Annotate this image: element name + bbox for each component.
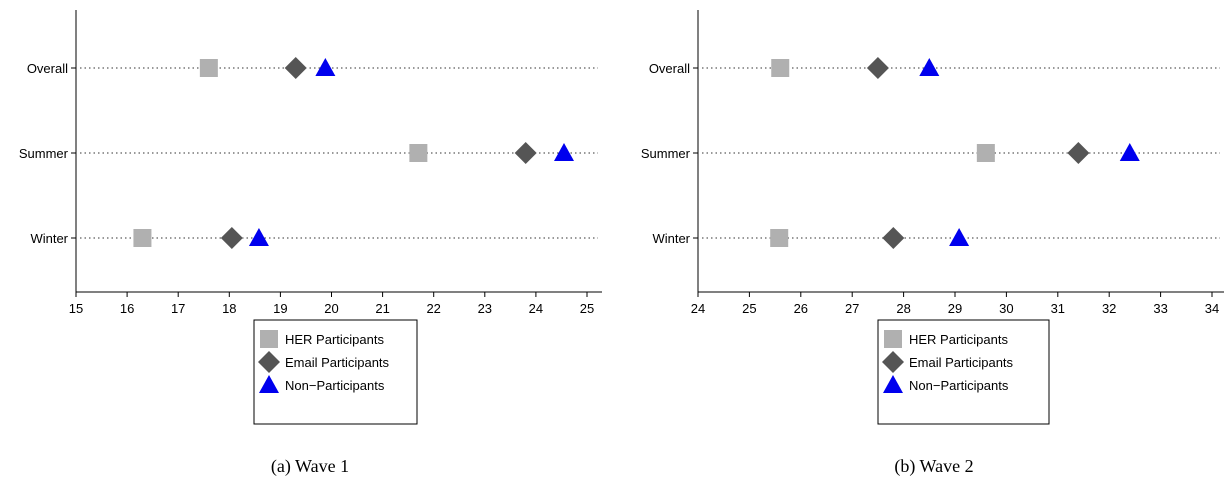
x-tick-label: 16 <box>120 301 134 316</box>
data-point-triangle <box>949 228 970 246</box>
x-tick-label: 33 <box>1153 301 1167 316</box>
y-tick-label: Overall <box>649 61 690 76</box>
data-point-diamond <box>1067 142 1090 164</box>
chart-panel-1: Overall Summer Winter 15 16 17 18 19 20 21 22 23 24 2… <box>19 10 602 477</box>
legend-entry: Non−Participants <box>909 378 1009 393</box>
figure-caption: (b) Wave 2 <box>894 456 973 477</box>
data-point-square <box>199 59 218 77</box>
x-tick-label: 25 <box>580 301 594 316</box>
legend-entry: Email Participants <box>285 355 390 370</box>
data-point-triangle <box>315 58 336 76</box>
legend-box <box>877 319 1050 425</box>
data-point-square <box>976 144 995 162</box>
y-tick-label: Overall <box>27 61 68 76</box>
x-tick-label: 21 <box>375 301 389 316</box>
legend: HER Participants Email Participants Non−Pa… <box>253 319 418 425</box>
legend-entry: HER Participants <box>285 332 384 347</box>
x-tick-label: 27 <box>845 301 859 316</box>
x-tick-label: 24 <box>529 301 543 316</box>
legend-box <box>253 319 418 425</box>
legend-marker-square <box>260 330 278 348</box>
data-point-diamond <box>514 142 537 164</box>
legend-marker-diamond <box>258 351 280 373</box>
data-point-diamond <box>284 57 307 79</box>
y-tick-label: Summer <box>641 146 691 161</box>
x-tick-label: 15 <box>69 301 83 316</box>
data-point-triangle <box>1119 143 1140 161</box>
y-tick-label: Summer <box>19 146 69 161</box>
x-tick-label: 23 <box>478 301 492 316</box>
data-point-triangle <box>919 58 940 76</box>
x-tick-label: 25 <box>742 301 756 316</box>
data-point-square <box>133 229 152 247</box>
x-tick-label: 28 <box>896 301 910 316</box>
data-point-square <box>770 229 789 247</box>
data-point-triangle <box>248 228 269 246</box>
data-point-diamond <box>866 57 889 79</box>
x-tick-label: 22 <box>426 301 440 316</box>
legend-entry: HER Participants <box>909 332 1008 347</box>
x-tick-label: 20 <box>324 301 338 316</box>
x-tick-label: 19 <box>273 301 287 316</box>
data-point-square <box>771 59 790 77</box>
x-tick-label: 31 <box>1051 301 1065 316</box>
data-point-diamond <box>220 227 243 249</box>
data-point-square <box>409 144 428 162</box>
x-tick-label: 17 <box>171 301 185 316</box>
legend-marker-triangle <box>259 375 279 393</box>
legend-marker-square <box>884 330 902 348</box>
data-point-diamond <box>882 227 905 249</box>
legend-entry: Non−Participants <box>285 378 385 393</box>
x-tick-label: 29 <box>948 301 962 316</box>
legend-marker-triangle <box>883 375 903 393</box>
legend-entry: Email Participants <box>909 355 1014 370</box>
data-point-triangle <box>554 143 575 161</box>
legend: HER Participants Email Participants Non−Pa… <box>877 319 1050 425</box>
legend-marker-diamond <box>882 351 904 373</box>
chart-panel-2: Overall Summer Winter 24 25 26 27 28 29 30 31 32 33 3… <box>641 10 1224 477</box>
x-tick-label: 24 <box>691 301 705 316</box>
x-tick-label: 26 <box>794 301 808 316</box>
x-tick-label: 32 <box>1102 301 1116 316</box>
y-tick-label: Winter <box>30 231 68 246</box>
figure-caption: (a) Wave 1 <box>271 456 349 477</box>
x-tick-label: 18 <box>222 301 236 316</box>
y-tick-label: Winter <box>652 231 690 246</box>
x-tick-label: 34 <box>1205 301 1219 316</box>
x-tick-label: 30 <box>999 301 1013 316</box>
